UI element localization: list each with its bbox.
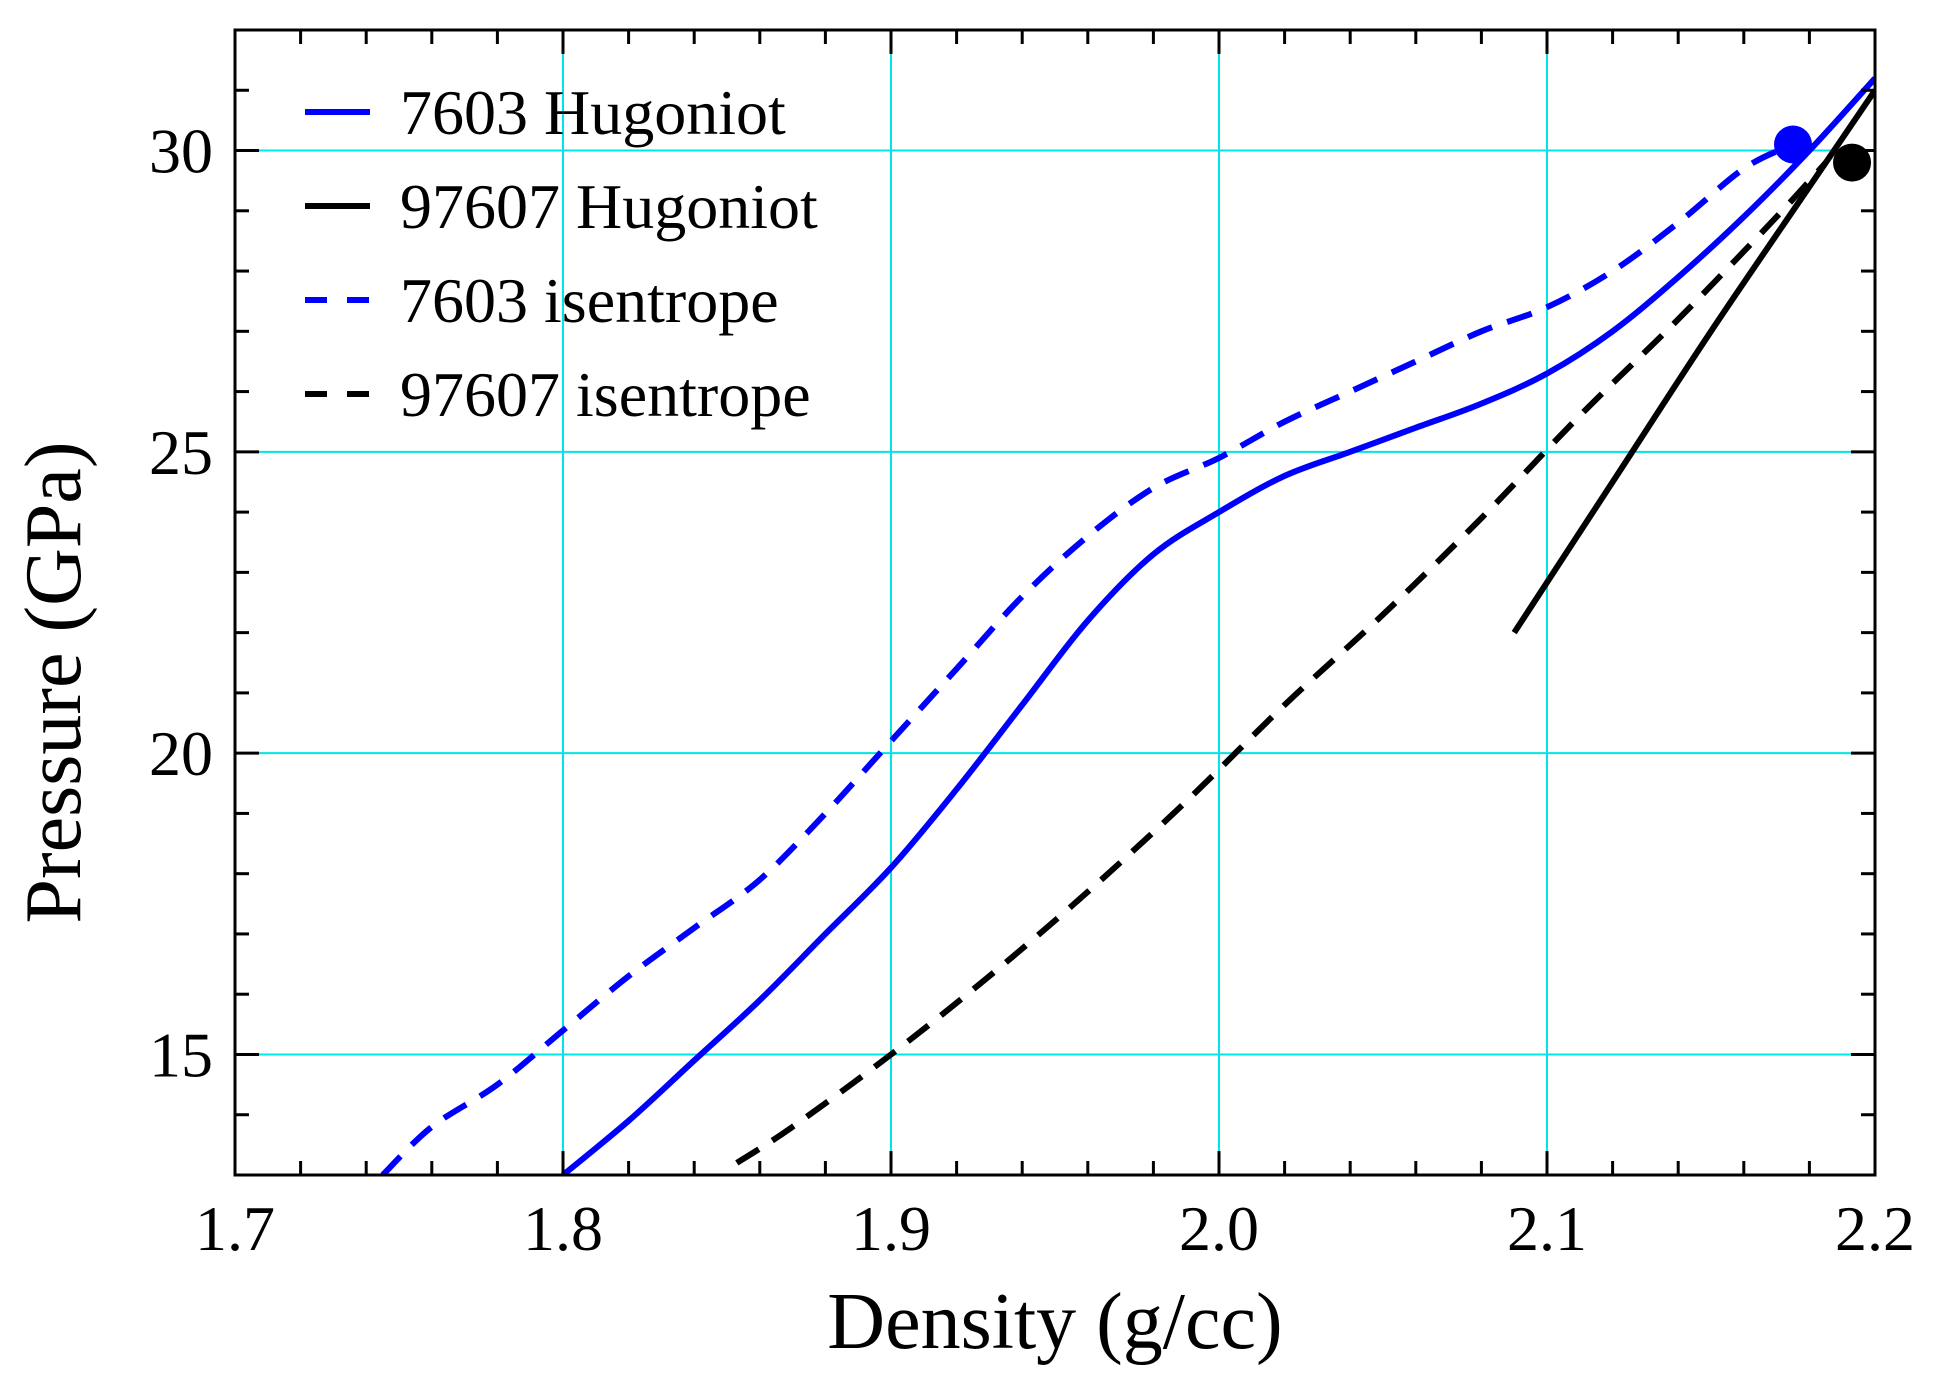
y-tick-label-25: 25 [149, 417, 213, 488]
axis-ticks [233, 28, 1877, 1177]
x-tick-label-1-7: 1.7 [195, 1193, 275, 1264]
x-tick-label-2-0: 2.0 [1179, 1193, 1259, 1264]
series-line-7603-hugoniot [561, 76, 1875, 1175]
x-tick-label-1-9: 1.9 [851, 1193, 931, 1264]
x-tick-label-1-8: 1.8 [523, 1193, 603, 1264]
y-axis-title: Pressure (GPa) [10, 441, 98, 923]
marker-97607-endpoint [1833, 143, 1872, 182]
legend-label-97607-isentrope: 97607 isentrope [400, 359, 811, 430]
series-line-97607-isentrope [735, 160, 1829, 1166]
x-tick-label-2-1: 2.1 [1507, 1193, 1587, 1264]
y-tick-label-15: 15 [149, 1019, 213, 1090]
series-line-7603-isentrope [380, 141, 1795, 1175]
legend: 7603 Hugoniot 97607 Hugoniot 7603 isentrop… [305, 77, 818, 430]
grid-lines [235, 30, 1875, 1175]
plot-frame [233, 28, 1877, 1177]
x-tick-label-2-2: 2.2 [1835, 1193, 1915, 1264]
marker-7603-endpoint [1774, 125, 1812, 164]
series-lines [380, 76, 1875, 1175]
x-axis-title: Density (g/cc) [827, 1278, 1282, 1366]
y-tick-label-20: 20 [149, 718, 213, 789]
x-tick-labels: 1.7 1.8 1.9 2.0 2.1 2.2 [195, 1193, 1915, 1264]
y-tick-label-30: 30 [149, 116, 213, 187]
endpoint-markers [1774, 125, 1872, 182]
legend-label-7603-isentrope: 7603 isentrope [400, 265, 779, 336]
y-tick-labels: 15 20 25 30 [149, 116, 213, 1091]
legend-label-7603-hugoniot: 7603 Hugoniot [400, 77, 786, 148]
legend-label-97607-hugoniot: 97607 Hugoniot [400, 171, 818, 242]
